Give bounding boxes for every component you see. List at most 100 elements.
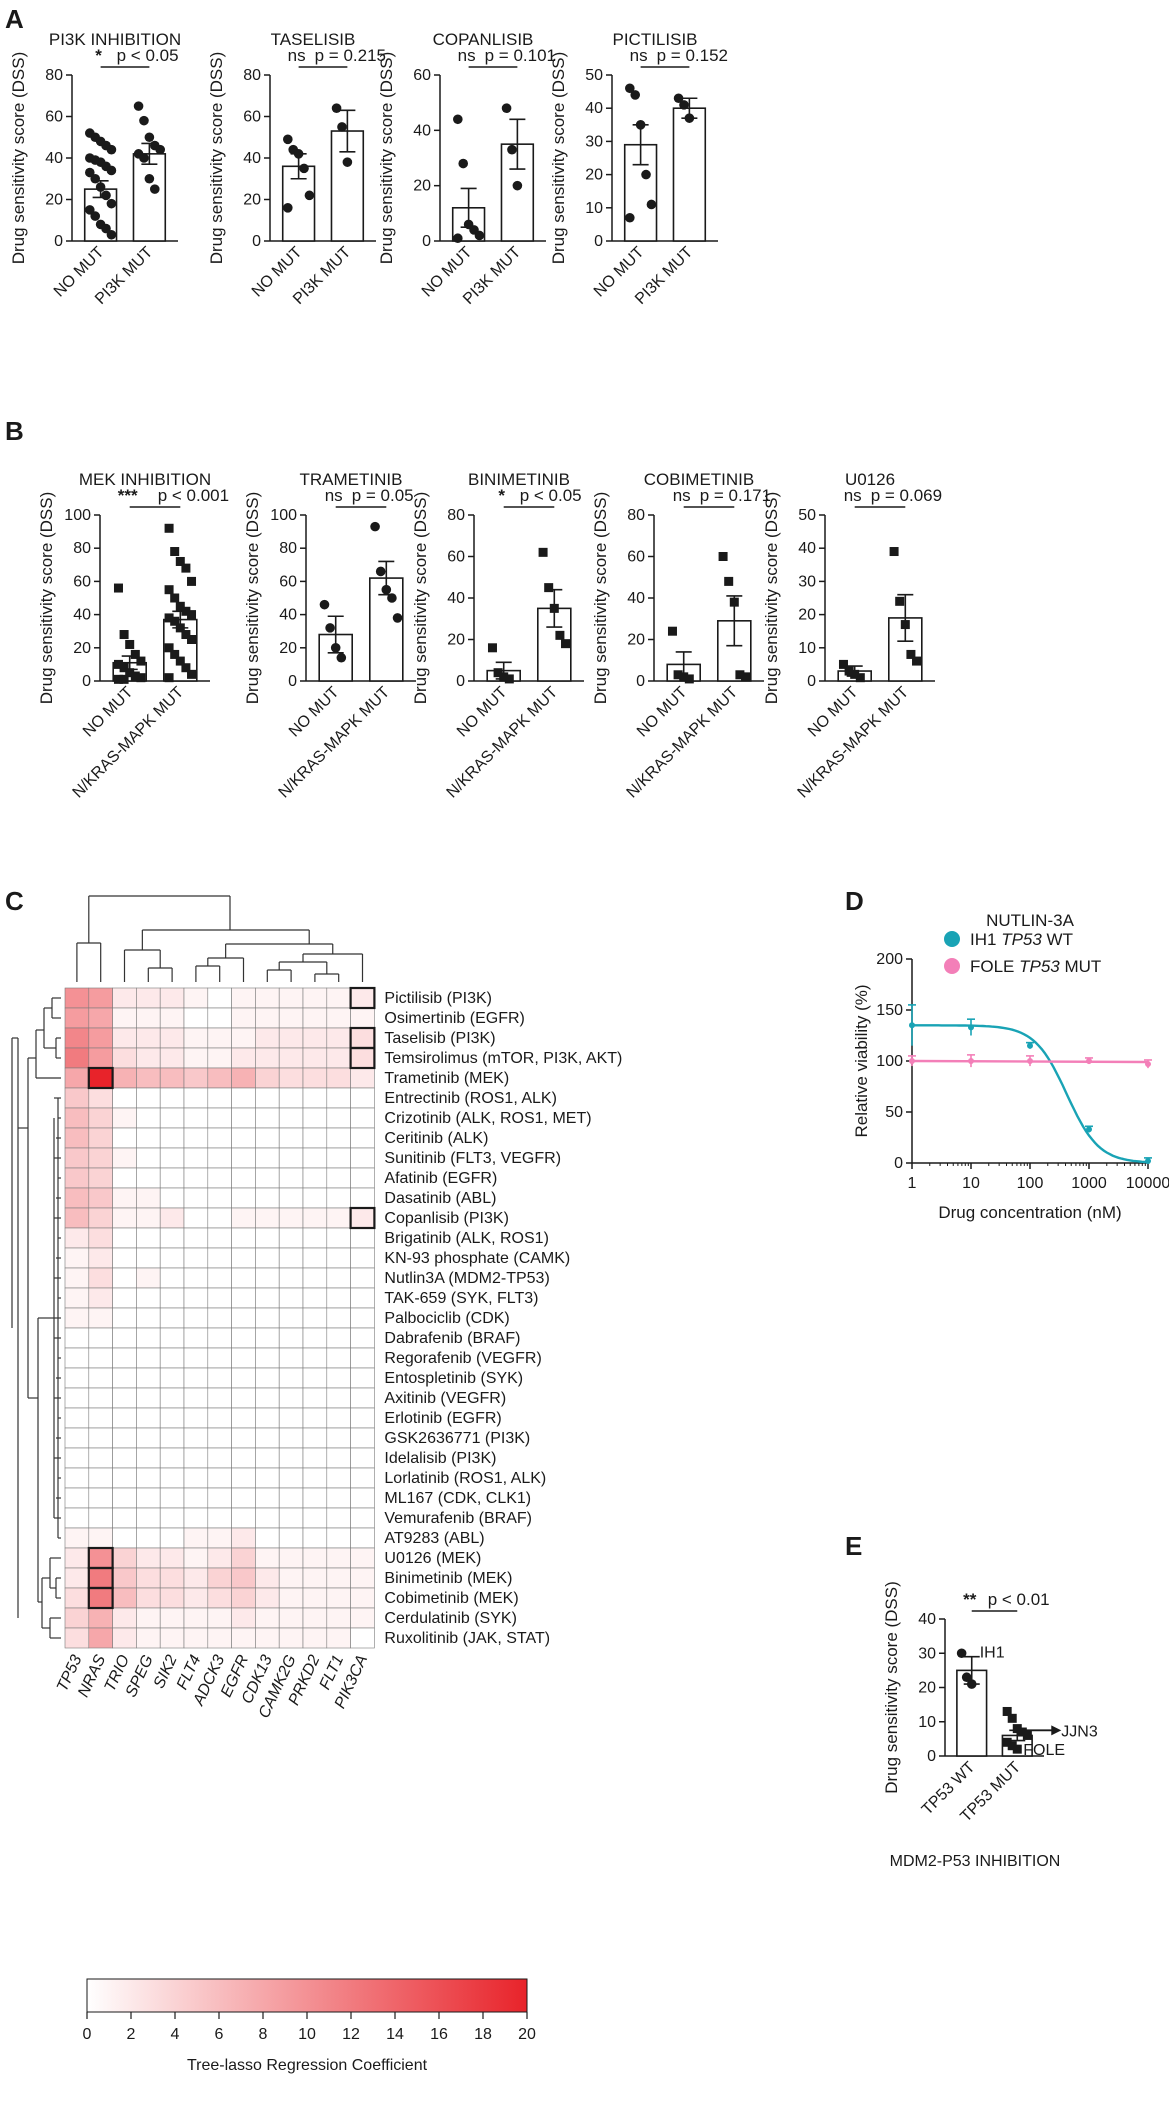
heatmap-cell bbox=[255, 1127, 280, 1149]
data-point bbox=[342, 157, 353, 167]
data-point bbox=[741, 672, 751, 682]
heatmap-cell bbox=[88, 1187, 113, 1209]
heatmap-cell bbox=[136, 1067, 161, 1089]
heatmap-cell bbox=[278, 1147, 304, 1169]
heatmap-cell bbox=[64, 1307, 90, 1329]
heatmap-cell bbox=[231, 1567, 256, 1589]
p-value-label: p = 0.215 bbox=[315, 46, 386, 65]
y-tick-label: 20 bbox=[447, 632, 465, 649]
heatmap-cell bbox=[278, 1567, 304, 1589]
heatmap-cell bbox=[207, 1367, 232, 1389]
data-point bbox=[330, 643, 341, 653]
heatmap-cell bbox=[231, 1347, 256, 1369]
heatmap-cell bbox=[350, 1267, 375, 1289]
heatmap-cell bbox=[183, 1547, 209, 1569]
y-tick-label: 30 bbox=[798, 573, 816, 590]
heatmap-cell bbox=[112, 1007, 137, 1029]
heatmap-cell bbox=[183, 1467, 209, 1489]
heatmap-cell bbox=[183, 1307, 209, 1329]
data-point bbox=[961, 1672, 972, 1683]
heatmap-cell bbox=[136, 1367, 161, 1389]
row-label: Idelalisib (PI3K) bbox=[384, 1450, 496, 1467]
heatmap-cell bbox=[112, 1127, 137, 1149]
y-tick-label: 40 bbox=[243, 150, 261, 167]
legend-name: IH1 bbox=[970, 930, 1001, 949]
data-point bbox=[125, 668, 135, 678]
heatmap-cell bbox=[112, 1247, 137, 1269]
heatmap-cell bbox=[159, 1307, 185, 1329]
heatmap-cell bbox=[112, 1307, 137, 1329]
legend-gene: TP53 bbox=[1019, 957, 1060, 976]
p-value-label: p = 0.069 bbox=[871, 486, 942, 505]
heatmap-cell bbox=[136, 1607, 161, 1629]
heatmap-cell bbox=[326, 1367, 351, 1389]
data-point bbox=[175, 656, 185, 666]
row-label: Entrectinib (ROS1, ALK) bbox=[384, 1090, 557, 1107]
heatmap-cell bbox=[255, 1607, 280, 1629]
heatmap-cell bbox=[207, 1207, 232, 1229]
heatmap-cell bbox=[112, 1367, 137, 1389]
heatmap-cell bbox=[350, 1407, 375, 1429]
heatmap-cell bbox=[88, 1247, 113, 1269]
heatmap-cell bbox=[302, 1627, 328, 1649]
heatmap-cell bbox=[231, 1127, 256, 1149]
data-point bbox=[1007, 1713, 1017, 1723]
row-label: TAK-659 (SYK, FLT3) bbox=[384, 1290, 538, 1307]
dose-response-panel: NUTLIN-3A 0 50 100 150 200 1 10 100 1000 10000 Drug… bbox=[852, 911, 1169, 1222]
y-tick-label: 0 bbox=[422, 233, 431, 250]
data-point bbox=[164, 585, 174, 595]
heatmap-cell bbox=[207, 1107, 232, 1129]
row-label: Entospletinib (SYK) bbox=[384, 1370, 523, 1387]
significance-stars: * bbox=[95, 46, 102, 65]
heatmap-cell bbox=[326, 1467, 351, 1489]
heatmap-cell bbox=[183, 1227, 209, 1249]
data-point bbox=[392, 613, 403, 623]
data-point bbox=[956, 1648, 967, 1659]
heatmap-cell bbox=[278, 1107, 304, 1129]
data-point bbox=[387, 593, 397, 603]
p-value-label: p < 0.05 bbox=[117, 46, 179, 65]
row-label: AT9283 (ABL) bbox=[384, 1530, 484, 1547]
heatmap-cell bbox=[326, 1027, 351, 1049]
colorbar-tick-label: 18 bbox=[474, 2026, 492, 2043]
data-point bbox=[90, 173, 101, 184]
heatmap-cell bbox=[231, 1087, 256, 1109]
y-tick-label: 40 bbox=[413, 122, 431, 139]
p-value-label: p = 0.152 bbox=[657, 46, 728, 65]
heatmap-cell bbox=[350, 1047, 375, 1069]
data-point bbox=[319, 599, 330, 610]
chart-pictilisib: 0 10 20 30 40 50 Drug sensitivity score (DSS) P… bbox=[549, 30, 728, 308]
y-tick-label: 60 bbox=[279, 573, 297, 590]
data-point bbox=[538, 547, 548, 557]
annotation-fole: FOLE bbox=[1023, 1742, 1065, 1759]
heatmap-cell bbox=[207, 1087, 232, 1109]
heatmap-cell bbox=[112, 1087, 137, 1109]
heatmap-cell bbox=[183, 1367, 209, 1389]
heatmap-cell bbox=[64, 1407, 90, 1429]
data-point bbox=[95, 182, 106, 192]
heatmap-cell bbox=[136, 1447, 161, 1469]
data-point bbox=[635, 120, 646, 130]
heatmap-cell bbox=[207, 1307, 232, 1329]
heatmap-cell bbox=[278, 1467, 304, 1489]
heatmap-cell bbox=[207, 987, 232, 1009]
heatmap-cell bbox=[326, 1007, 351, 1029]
heatmap-cell bbox=[88, 1207, 113, 1229]
data-point bbox=[144, 173, 155, 184]
heatmap-cell bbox=[350, 1127, 375, 1149]
heatmap-cell bbox=[112, 1187, 137, 1209]
heatmap-cell bbox=[278, 1527, 304, 1549]
heatmap-cell bbox=[350, 1447, 375, 1469]
colorbar-title: Tree-lasso Regression Coefficient bbox=[187, 2057, 428, 2074]
colorbar bbox=[86, 1978, 528, 2013]
heatmap-cell bbox=[136, 1347, 161, 1369]
heatmap-cell bbox=[350, 1067, 375, 1089]
data-point bbox=[85, 167, 95, 178]
heatmap-cell bbox=[350, 987, 375, 1009]
heatmap-cell bbox=[350, 1547, 375, 1569]
heatmap-cell bbox=[326, 1267, 351, 1289]
data-point bbox=[855, 673, 865, 683]
heatmap-cell bbox=[278, 1127, 304, 1149]
heatmap-cell bbox=[64, 1187, 90, 1209]
heatmap-cell bbox=[88, 1147, 113, 1169]
